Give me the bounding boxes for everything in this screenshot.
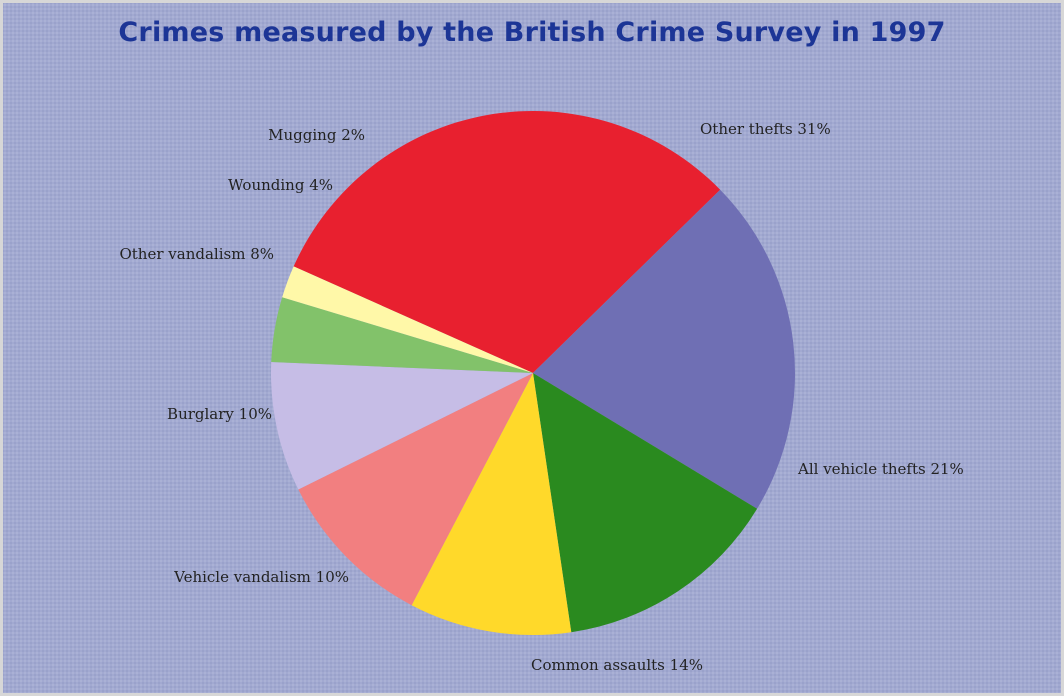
slice-label: Other thefts 31%: [700, 120, 831, 138]
pie-slice: [411, 373, 572, 636]
pie-slice: [293, 111, 721, 374]
slice-label: Other vandalism 8%: [119, 245, 274, 263]
pie-slice: [271, 362, 533, 490]
slice-label: Mugging 2%: [268, 126, 365, 144]
pie-slice: [533, 373, 758, 633]
pie-slice: [282, 266, 533, 373]
slice-label: Wounding 4%: [228, 176, 333, 194]
pie-slice: [533, 189, 796, 509]
chart-title: Crimes measured by the British Crime Sur…: [118, 17, 946, 48]
slice-label: Vehicle vandalism 10%: [173, 568, 349, 586]
pie-chart: Other thefts 31% All vehicle thefts 21% Co…: [119, 111, 964, 674]
slice-label: Burglary 10%: [167, 405, 272, 423]
pie-slice: [298, 373, 533, 606]
slice-label: All vehicle thefts 21%: [797, 460, 964, 478]
pie-slice: [271, 297, 533, 373]
slice-label: Common assaults 14%: [531, 656, 703, 674]
